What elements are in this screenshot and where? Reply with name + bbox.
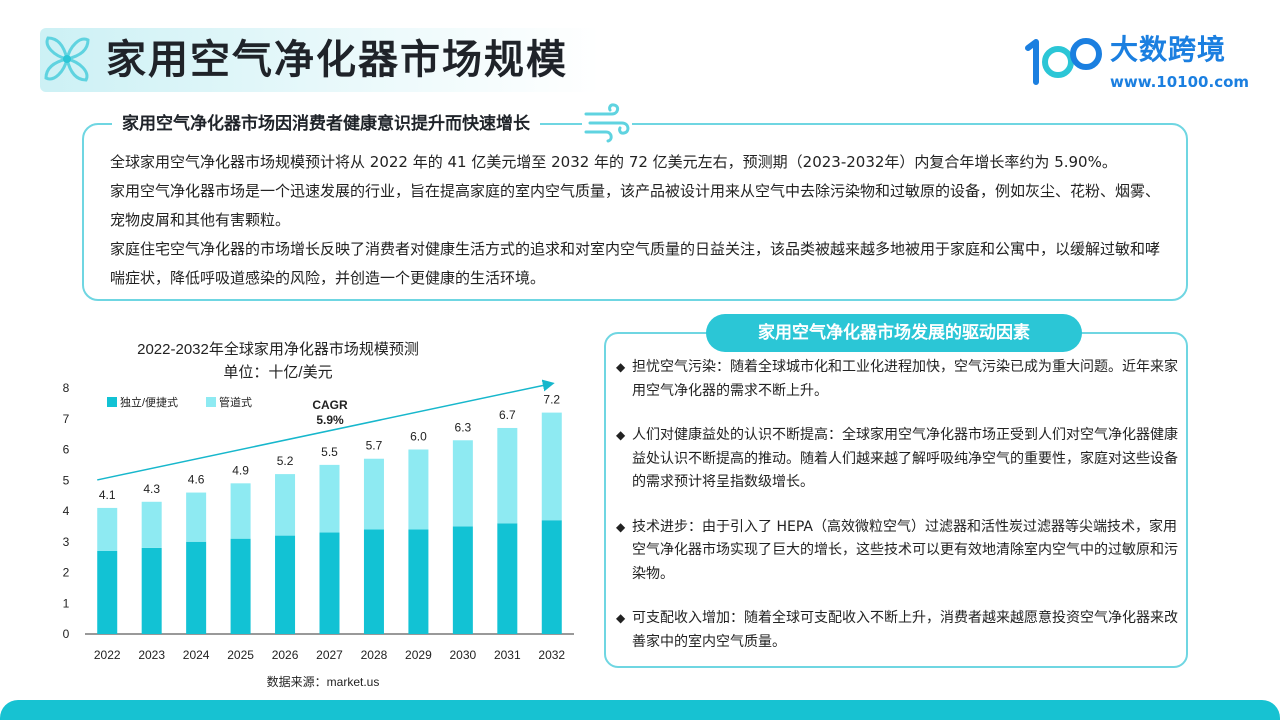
bar-total-label: 7.2 <box>543 393 560 407</box>
bar-segment-standalone <box>186 541 207 634</box>
summary-paragraph: 家庭住宅空气净化器的市场增长反映了消费者对健康生活方式的追求和对室内空气质量的日… <box>110 240 1161 287</box>
bar-segment-standalone <box>363 529 384 634</box>
bar-segment-standalone <box>319 532 340 634</box>
market-size-chart: 2022-2032年全球家用净化器市场规模预测 单位：十亿/美元 0 1 2 3 4 5 6 7 8… <box>40 336 600 696</box>
bar-total-label: 4.6 <box>188 473 205 487</box>
chart-subtitle: 单位：十亿/美元 <box>223 364 332 381</box>
diamond-bullet-icon: ◆ <box>616 360 626 374</box>
bar-total-label: 6.0 <box>410 430 427 444</box>
bar-total-label: 4.9 <box>232 463 249 477</box>
x-tick-label: 2031 <box>494 648 521 662</box>
title-band <box>40 28 600 92</box>
bar-segment-ducted <box>141 501 162 548</box>
brand-name: 大数跨境 <box>1110 33 1227 66</box>
driver-text: 可支配收入增加：随着全球可支配收入不断上升，消费者越来越愿意投资空气净化器来改善… <box>632 610 1178 650</box>
drivers-list: ◆ 担忧空气污染：随着全球城市化和工业化进程加快，空气污染已成为重大问题。近年来… <box>616 356 1178 675</box>
bar-total-label: 5.7 <box>366 439 383 453</box>
bar-segment-ducted <box>363 458 384 530</box>
legend-swatch <box>107 397 117 407</box>
bar-segment-standalone <box>275 535 296 634</box>
x-tick-label: 2027 <box>316 648 343 662</box>
bar-segment-standalone <box>97 550 118 634</box>
brand-url[interactable]: www.10100.com <box>1110 73 1250 91</box>
bar-segment-ducted <box>541 412 562 521</box>
bar-segment-standalone <box>497 523 518 634</box>
bar-segment-ducted <box>186 492 207 542</box>
bar-segment-ducted <box>97 507 118 551</box>
bar-segment-standalone <box>452 526 473 634</box>
y-tick-label: 0 <box>63 627 70 641</box>
driver-text: 担忧空气污染：随着全球城市化和工业化进程加快，空气污染已成为重大问题。近年来家用… <box>632 359 1178 399</box>
summary-text: 全球家用空气净化器市场规模预计将从 2022 年的 41 亿美元增至 2032 … <box>110 148 1172 293</box>
driver-item: ◆ 担忧空气污染：随着全球城市化和工业化进程加快，空气污染已成为重大问题。近年来… <box>616 356 1178 403</box>
diamond-bullet-icon: ◆ <box>616 519 626 534</box>
chart-title: 2022-2032年全球家用净化器市场规模预测 <box>137 340 419 358</box>
pinwheel-icon <box>44 36 90 82</box>
driver-item: ◆ 可支配收入增加：随着全球可支配收入不断上升，消费者越来越愿意投资空气净化器来… <box>616 607 1178 654</box>
diamond-bullet-icon: ◆ <box>616 611 626 625</box>
x-tick-label: 2030 <box>450 648 477 662</box>
summary-paragraph: 全球家用空气净化器市场规模预计将从 2022 年的 41 亿美元增至 2032 … <box>110 153 1117 171</box>
brand-logo-icon <box>1025 38 1102 85</box>
summary-heading: 家用空气净化器市场因消费者健康意识提升而快速增长 <box>112 112 540 136</box>
bar-segment-standalone <box>141 547 162 634</box>
summary-box <box>82 123 1188 301</box>
bar-segment-standalone <box>541 520 562 634</box>
bar-segment-ducted <box>452 440 473 527</box>
y-tick-label: 1 <box>63 596 70 610</box>
driver-text: 技术进步：由于引入了 HEPA（高效微粒空气）过滤器和活性炭过滤器等尖端技术，家… <box>632 518 1178 582</box>
diamond-bullet-icon: ◆ <box>616 428 626 442</box>
summary-paragraph: 家用空气净化器市场是一个迅速发展的行业，旨在提高家庭的室内空气质量，该产品被设计… <box>110 182 1161 229</box>
wind-icon <box>582 102 632 144</box>
y-tick-label: 8 <box>63 381 70 395</box>
footer-band <box>0 700 1280 720</box>
y-tick-label: 5 <box>63 473 70 487</box>
driver-item: ◆ 人们对健康益处的认识不断提高：全球家用空气净化器市场正受到人们对空气净化器健… <box>616 424 1178 495</box>
bar-total-label: 4.3 <box>143 482 160 496</box>
bar-segment-ducted <box>275 474 296 536</box>
legend-label: 管道式 <box>219 395 252 409</box>
chart-source: 数据来源：market.us <box>267 674 380 689</box>
page-title: 家用空气净化器市场规模 <box>106 37 568 83</box>
cagr-value: 5.9% <box>316 413 344 427</box>
bar-total-label: 4.1 <box>99 488 116 502</box>
x-tick-label: 2026 <box>272 648 299 662</box>
legend-label: 独立/便捷式 <box>120 395 178 409</box>
legend-swatch <box>206 397 216 407</box>
y-tick-label: 2 <box>63 566 70 580</box>
y-tick-label: 7 <box>63 412 70 426</box>
y-tick-label: 3 <box>63 535 70 549</box>
x-tick-label: 2032 <box>538 648 565 662</box>
x-tick-label: 2029 <box>405 648 432 662</box>
driver-item: ◆ 技术进步：由于引入了 HEPA（高效微粒空气）过滤器和活性炭过滤器等尖端技术… <box>616 516 1178 587</box>
cagr-label: CAGR <box>312 398 348 412</box>
x-tick-label: 2023 <box>138 648 165 662</box>
bar-total-label: 5.5 <box>321 445 338 459</box>
y-tick-label: 6 <box>63 443 70 457</box>
bar-total-label: 5.2 <box>277 454 294 468</box>
bar-segment-ducted <box>497 427 518 524</box>
x-tick-label: 2024 <box>183 648 210 662</box>
cagr-arrow <box>97 379 555 481</box>
x-tick-label: 2025 <box>227 648 254 662</box>
bar-segment-ducted <box>319 464 340 533</box>
bar-total-label: 6.7 <box>499 408 516 422</box>
drivers-heading: 家用空气净化器市场发展的驱动因素 <box>706 314 1082 352</box>
bar-segment-ducted <box>408 449 429 530</box>
bar-segment-standalone <box>408 529 429 634</box>
bar-total-label: 6.3 <box>455 420 472 434</box>
y-tick-label: 4 <box>63 504 70 518</box>
bar-segment-ducted <box>230 483 251 539</box>
x-tick-label: 2022 <box>94 648 121 662</box>
driver-text: 人们对健康益处的认识不断提高：全球家用空气净化器市场正受到人们对空气净化器健康益… <box>632 427 1178 490</box>
bar-segment-standalone <box>230 538 251 634</box>
x-tick-label: 2028 <box>361 648 388 662</box>
